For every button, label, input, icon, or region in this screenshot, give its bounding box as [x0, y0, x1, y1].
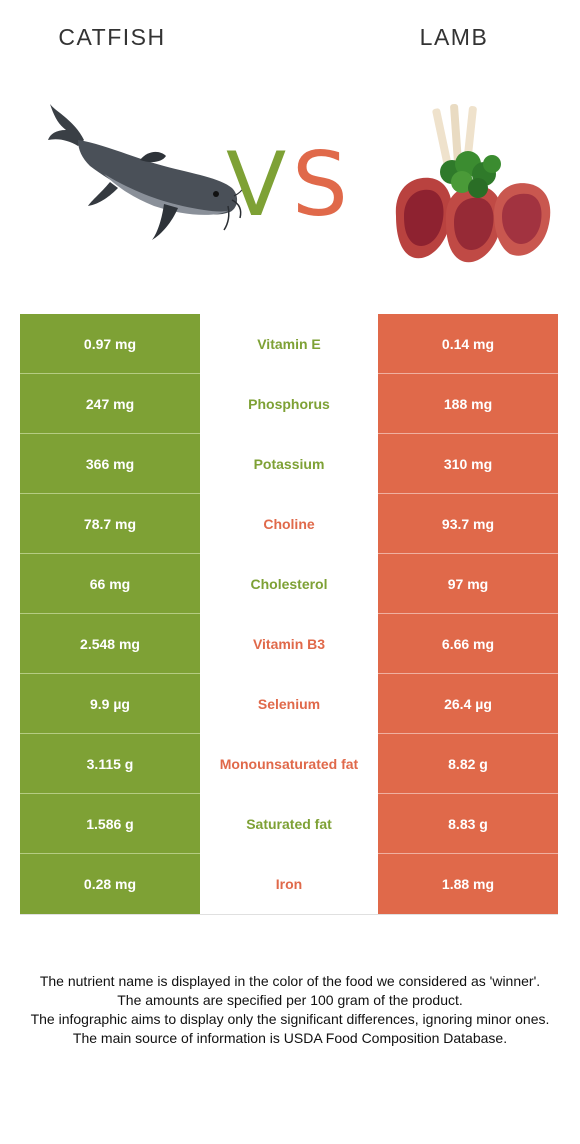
footnote-line: The amounts are specified per 100 gram o…: [117, 992, 463, 1008]
table-row: 0.28 mg Iron 1.88 mg: [20, 854, 558, 914]
catfish-value: 78.7 mg: [20, 494, 200, 554]
footnote-line: The main source of information is USDA F…: [72, 1030, 508, 1046]
footnote: The nutrient name is displayed in the co…: [10, 972, 570, 1048]
table-row: 247 mg Phosphorus 188 mg: [20, 374, 558, 434]
catfish-value: 1.586 g: [20, 794, 200, 854]
lamb-value: 8.82 g: [378, 734, 558, 794]
catfish-image: [48, 104, 244, 240]
nutrient-name: Vitamin E: [200, 314, 378, 374]
nutrient-name: Potassium: [200, 434, 378, 494]
lamb-value: 26.4 µg: [378, 674, 558, 734]
lamb-value: 1.88 mg: [378, 854, 558, 914]
catfish-value: 366 mg: [20, 434, 200, 494]
nutrient-name: Phosphorus: [200, 374, 378, 434]
lamb-value: 188 mg: [378, 374, 558, 434]
table-row: 9.9 µg Selenium 26.4 µg: [20, 674, 558, 734]
table-row: 66 mg Cholesterol 97 mg: [20, 554, 558, 614]
footnote-line: The infographic aims to display only the…: [30, 1011, 550, 1027]
catfish-value: 66 mg: [20, 554, 200, 614]
footnote-line: The nutrient name is displayed in the co…: [39, 973, 541, 989]
nutrient-name: Choline: [200, 494, 378, 554]
lamb-value: 97 mg: [378, 554, 558, 614]
vs-s: S: [292, 133, 348, 236]
vs-label: V S: [222, 140, 358, 230]
nutrient-name: Cholesterol: [200, 554, 378, 614]
catfish-value: 0.97 mg: [20, 314, 200, 374]
table-row: 1.586 g Saturated fat 8.83 g: [20, 794, 558, 854]
lamb-value: 6.66 mg: [378, 614, 558, 674]
food-title-right: LAMB: [419, 24, 489, 50]
nutrient-name: Selenium: [200, 674, 378, 734]
catfish-value: 3.115 g: [20, 734, 200, 794]
vs-v: V: [226, 133, 287, 236]
comparison-table: 0.97 mg Vitamin E 0.14 mg 247 mg Phosphorus 1…: [20, 314, 558, 915]
catfish-value: 0.28 mg: [20, 854, 200, 914]
nutrient-name: Saturated fat: [200, 794, 378, 854]
nutrient-name: Vitamin B3: [200, 614, 378, 674]
table-row: 3.115 g Monounsaturated fat 8.82 g: [20, 734, 558, 794]
lamb-value: 0.14 mg: [378, 314, 558, 374]
catfish-value: 247 mg: [20, 374, 200, 434]
nutrient-name: Iron: [200, 854, 378, 914]
table-row: 366 mg Potassium 310 mg: [20, 434, 558, 494]
catfish-value: 2.548 mg: [20, 614, 200, 674]
lamb-value: 8.83 g: [378, 794, 558, 854]
table-row: 78.7 mg Choline 93.7 mg: [20, 494, 558, 554]
catfish-value: 9.9 µg: [20, 674, 200, 734]
table-row: 0.97 mg Vitamin E 0.14 mg: [20, 314, 558, 374]
lamb-image: [395, 104, 551, 263]
table-row: 2.548 mg Vitamin B3 6.66 mg: [20, 614, 558, 674]
lamb-value: 310 mg: [378, 434, 558, 494]
food-title-left: CATFISH: [58, 24, 166, 50]
nutrient-name: Monounsaturated fat: [200, 734, 378, 794]
lamb-value: 93.7 mg: [378, 494, 558, 554]
